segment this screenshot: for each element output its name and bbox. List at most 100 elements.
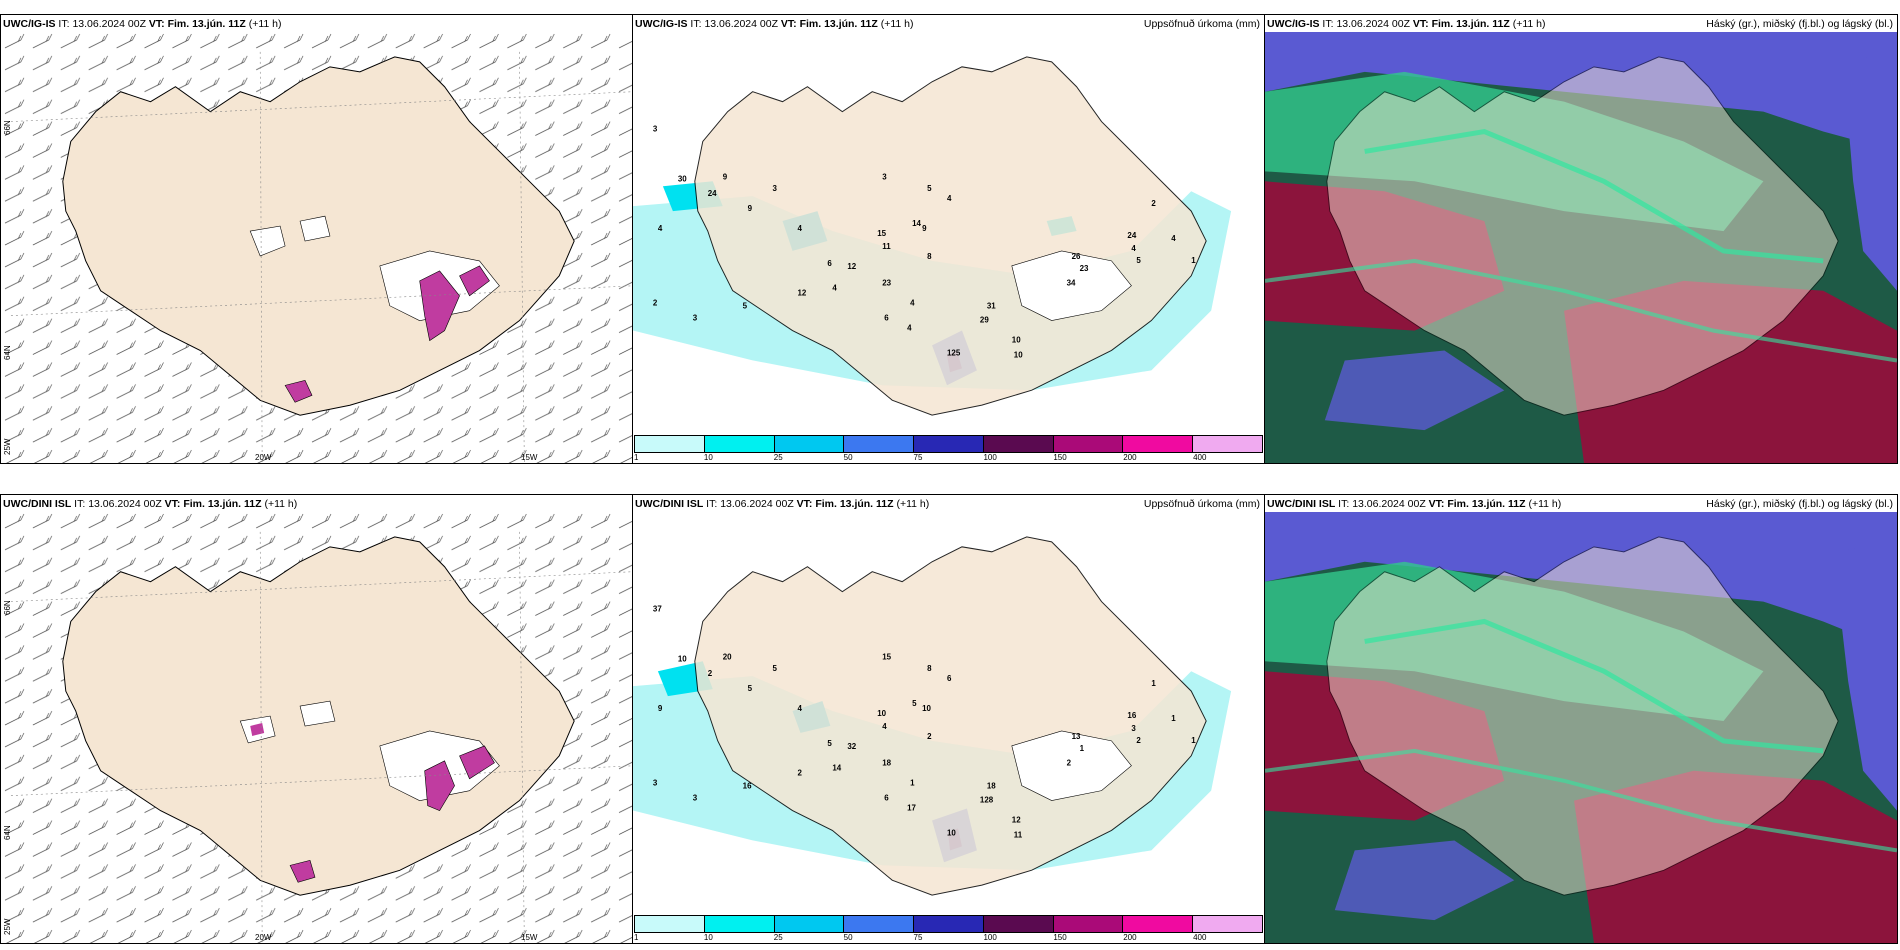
precip-value: 24 xyxy=(1127,231,1136,240)
legend-tick: 1 xyxy=(634,933,638,942)
legend-swatch xyxy=(844,436,914,452)
precip-value: 4 xyxy=(910,299,915,308)
precip-value: 9 xyxy=(658,704,663,713)
cloud-panel-bottom: UWC/DINI ISL IT: 13.06.2024 00Z VT: Fim.… xyxy=(1264,494,1898,944)
precip-title: Uppsöfnuð úrkoma (mm) xyxy=(1144,498,1260,510)
precip-value: 3 xyxy=(693,794,698,803)
precip-value: 2 xyxy=(927,732,932,741)
legend-tick: 10 xyxy=(704,933,713,942)
precip-value: 15 xyxy=(882,652,891,661)
precip-value: 3 xyxy=(773,184,778,193)
cloud-panel-header: UWC/IG-IS IT: 13.06.2024 00Z VT: Fim. 13… xyxy=(1267,18,1546,30)
legend-tick: 50 xyxy=(844,453,853,462)
wind-panel-top: UWC/IG-IS IT: 13.06.2024 00Z VT: Fim. 13… xyxy=(0,14,633,464)
precip-value: 4 xyxy=(907,324,912,333)
legend-tick: 100 xyxy=(983,453,996,462)
precip-value: 23 xyxy=(1080,264,1089,273)
precip-map: 3 30 24 9 4 3 9 4 2 3 5 12 6 4 12 23 3 5 14 4 15 9 11 8 4 6 4 31 29 1… xyxy=(633,32,1264,433)
precip-value: 10 xyxy=(1014,350,1023,359)
lat-label-64: 64N xyxy=(3,825,12,840)
legend-swatch xyxy=(984,916,1054,932)
legend-swatch xyxy=(844,916,914,932)
legend-swatch xyxy=(775,916,845,932)
precip-value: 125 xyxy=(947,348,961,357)
precip-value: 26 xyxy=(1072,252,1081,261)
precip-panel-bottom: UWC/DINI ISL IT: 13.06.2024 00Z VT: Fim.… xyxy=(632,494,1265,944)
legend-swatch xyxy=(635,436,705,452)
legend-swatch xyxy=(914,436,984,452)
precip-value: 14 xyxy=(832,764,841,773)
precip-value: 18 xyxy=(987,782,996,791)
precip-value: 3 xyxy=(882,172,887,181)
legend-swatch xyxy=(1193,916,1262,932)
precip-legend-ticks: 1 10 25 50 75 100 150 200 400 xyxy=(634,453,1263,463)
lon-label-25w: 25W xyxy=(3,919,12,935)
lon-label-25w: 25W xyxy=(3,439,12,455)
precip-legend-ticks: 1 10 25 50 75 100 150 200 400 xyxy=(634,933,1263,943)
lon-label-15w: 15W xyxy=(521,933,537,942)
precip-value: 2 xyxy=(1067,759,1072,768)
legend-swatch xyxy=(1054,916,1124,932)
legend-swatch xyxy=(1193,436,1262,452)
cloud-panel-top: UWC/IG-IS IT: 13.06.2024 00Z VT: Fim. 13… xyxy=(1264,14,1898,464)
legend-tick: 150 xyxy=(1053,453,1066,462)
precip-value: 3 xyxy=(653,779,658,788)
precip-value: 10 xyxy=(1012,335,1021,344)
wind-panel-header: UWC/IG-IS IT: 13.06.2024 00Z VT: Fim. 13… xyxy=(3,18,282,30)
precip-value: 8 xyxy=(927,252,932,261)
legend-swatch xyxy=(984,436,1054,452)
precip-value: 2 xyxy=(708,669,713,678)
precip-value: 1 xyxy=(910,779,915,788)
precip-value: 128 xyxy=(980,796,994,805)
legend-swatch xyxy=(1054,436,1124,452)
precip-panel-top: UWC/IG-IS IT: 13.06.2024 00Z VT: Fim. 13… xyxy=(632,14,1265,464)
precip-value: 24 xyxy=(708,189,717,198)
cloud-map xyxy=(1265,512,1897,943)
precip-value: 12 xyxy=(797,289,806,298)
precip-value: 3 xyxy=(1131,724,1136,733)
precip-value: 4 xyxy=(1171,234,1176,243)
precip-map: 37 10 2 20 9 5 5 4 3 3 16 2 5 14 32 18 15 8 5 6 10 10 4 2 1 6 17 18… xyxy=(633,512,1264,913)
precip-value: 8 xyxy=(927,664,932,673)
legend-swatch xyxy=(914,916,984,932)
precip-legend xyxy=(634,435,1263,453)
legend-tick: 200 xyxy=(1123,933,1136,942)
legend-tick: 200 xyxy=(1123,453,1136,462)
precip-value: 12 xyxy=(1012,815,1021,824)
legend-tick: 100 xyxy=(983,933,996,942)
precip-value: 29 xyxy=(980,316,989,325)
precip-value: 3 xyxy=(693,314,698,323)
precip-value: 2 xyxy=(797,769,802,778)
cloud-panel-header: UWC/DINI ISL IT: 13.06.2024 00Z VT: Fim.… xyxy=(1267,498,1561,510)
precip-value: 30 xyxy=(678,174,687,183)
precip-value: 2 xyxy=(653,299,658,308)
precip-value: 13 xyxy=(1072,732,1081,741)
precip-value: 4 xyxy=(797,704,802,713)
lat-label-66: 66N xyxy=(3,600,12,615)
precip-value: 32 xyxy=(847,742,856,751)
lat-label-64: 64N xyxy=(3,345,12,360)
precip-value: 1 xyxy=(1171,714,1176,723)
legend-swatch xyxy=(705,436,775,452)
legend-tick: 50 xyxy=(844,933,853,942)
precip-value: 4 xyxy=(658,224,663,233)
cloud-map xyxy=(1265,32,1897,463)
precip-value: 31 xyxy=(987,302,996,311)
precip-value: 23 xyxy=(882,279,891,288)
precip-value: 37 xyxy=(653,605,662,614)
lon-label-20w: 20W xyxy=(255,453,271,462)
legend-tick: 400 xyxy=(1193,453,1206,462)
precip-value: 17 xyxy=(907,804,916,813)
precip-value: 5 xyxy=(912,699,917,708)
precip-value: 15 xyxy=(877,229,886,238)
precip-value: 10 xyxy=(678,654,687,663)
precip-value: 5 xyxy=(773,664,778,673)
precip-value: 18 xyxy=(882,759,891,768)
precip-value: 4 xyxy=(832,284,837,293)
precip-value: 1 xyxy=(1191,736,1196,745)
legend-swatch xyxy=(635,916,705,932)
precip-value: 6 xyxy=(827,259,832,268)
legend-tick: 150 xyxy=(1053,933,1066,942)
precip-value: 4 xyxy=(947,194,952,203)
legend-tick: 1 xyxy=(634,453,638,462)
